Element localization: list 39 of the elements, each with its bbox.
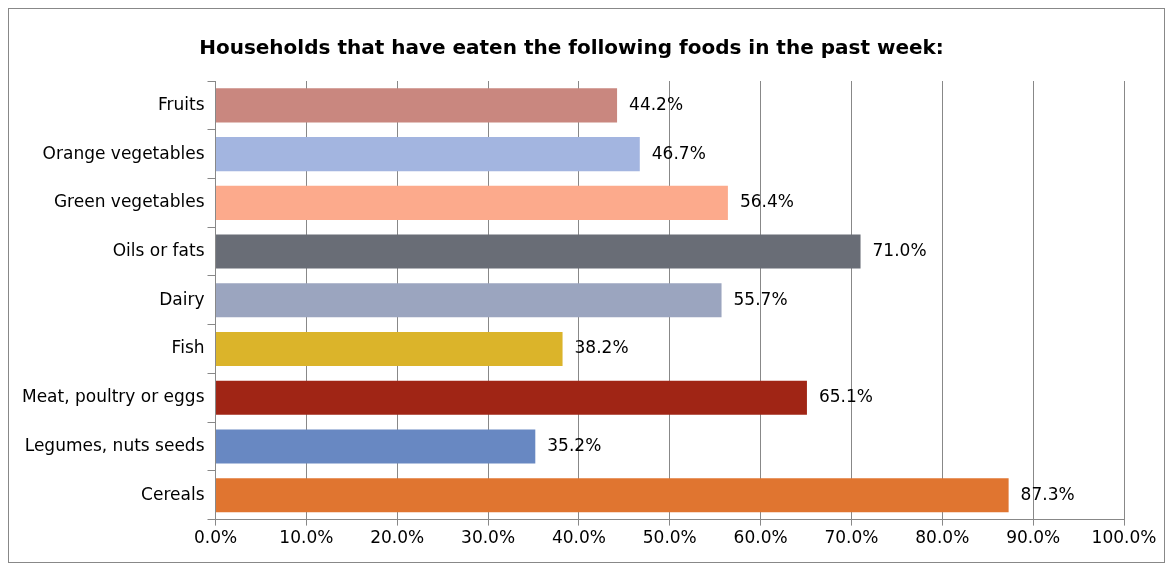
y-tick-label: Green vegetables <box>53 191 205 212</box>
bar <box>216 380 807 415</box>
x-tick-label: 50.0% <box>642 527 697 548</box>
bar <box>216 234 861 269</box>
chart-title: Households that have eaten the following foods in the past week: <box>199 35 944 60</box>
data-label: 55.7% <box>733 288 788 309</box>
bar <box>216 88 618 123</box>
bar <box>216 283 722 318</box>
bar <box>216 137 640 172</box>
bar <box>216 331 563 367</box>
bar <box>216 478 1009 513</box>
data-label: 35.2% <box>547 434 602 455</box>
y-tick-label: Legumes, nuts seeds <box>24 434 205 455</box>
x-tick-label: 80.0% <box>915 527 970 548</box>
y-tick-label: Cereals <box>141 483 205 504</box>
x-tick-label: 90.0% <box>1006 527 1061 548</box>
bar <box>216 185 728 220</box>
data-label: 87.3% <box>1020 483 1075 504</box>
y-tick-label: Meat, poultry or eggs <box>21 386 205 407</box>
x-tick-label: 40.0% <box>551 527 606 548</box>
data-label: 56.4% <box>739 191 794 212</box>
data-label: 44.2% <box>629 93 684 114</box>
x-tick-label: 30.0% <box>461 527 516 548</box>
data-label: 71.0% <box>872 239 927 260</box>
y-tick-label: Fish <box>171 337 205 358</box>
y-tick-label: Orange vegetables <box>42 142 205 163</box>
x-tick-label: 0.0% <box>193 527 238 548</box>
x-tick-label: 60.0% <box>733 527 788 548</box>
x-tick-label: 100.0% <box>1091 527 1157 548</box>
data-label: 46.7% <box>651 142 706 163</box>
x-tick-label: 10.0% <box>279 527 334 548</box>
x-tick-label: 70.0% <box>824 527 879 548</box>
y-tick-label: Dairy <box>159 288 205 309</box>
y-tick-label: Oils or fats <box>112 239 205 260</box>
data-label: 65.1% <box>818 386 873 407</box>
bar <box>216 429 536 464</box>
y-tick-label: Fruits <box>157 93 205 114</box>
x-tick-label: 20.0% <box>370 527 425 548</box>
data-label: 38.2% <box>574 337 629 358</box>
